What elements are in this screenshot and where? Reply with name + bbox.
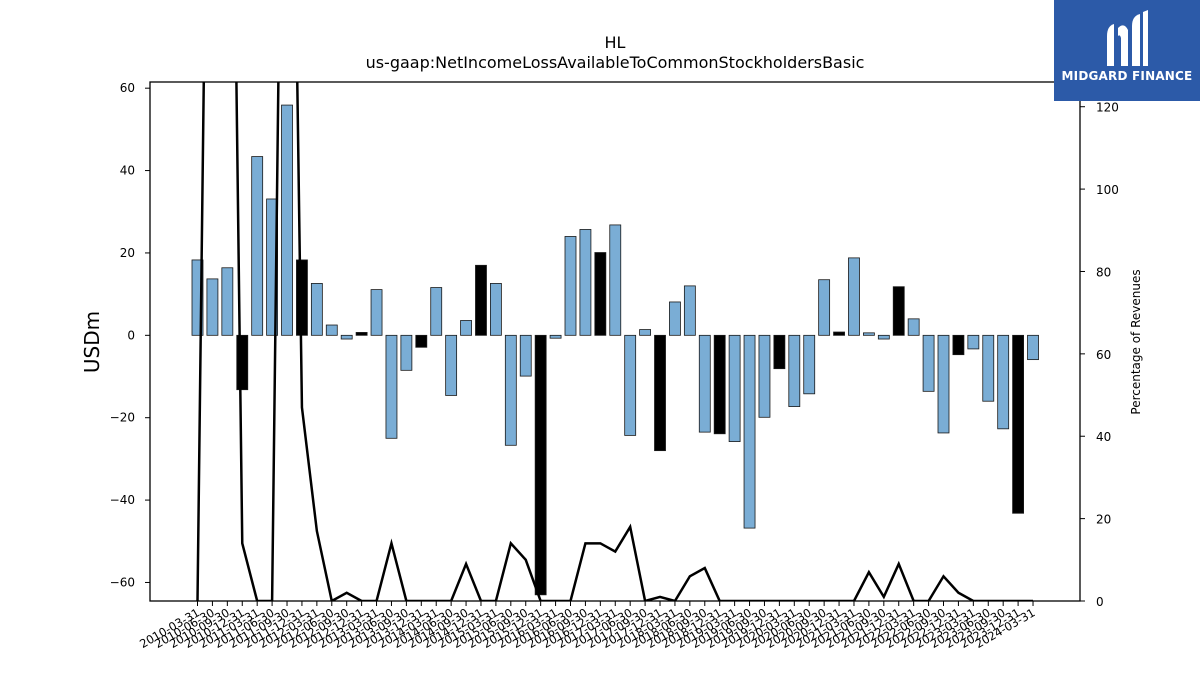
chart-title: HL bbox=[605, 33, 626, 52]
bar bbox=[907, 318, 920, 336]
bar bbox=[788, 334, 801, 407]
y-tick-label: −40 bbox=[110, 493, 135, 507]
bar bbox=[504, 334, 517, 446]
bar bbox=[400, 334, 413, 371]
bar bbox=[236, 334, 249, 391]
y2-tick-label: 20 bbox=[1096, 513, 1111, 527]
bar bbox=[549, 334, 562, 339]
bar bbox=[967, 334, 980, 350]
bar bbox=[952, 334, 965, 356]
y2-axis-label: Percentage of Revenues bbox=[1129, 269, 1143, 414]
bar bbox=[310, 283, 323, 336]
bar-series bbox=[191, 104, 1039, 596]
bar bbox=[997, 334, 1010, 430]
bar bbox=[639, 329, 651, 336]
logo: MIDGARD FINANCE bbox=[1054, 0, 1200, 101]
y2-tick-label: 80 bbox=[1096, 265, 1111, 279]
bar bbox=[430, 287, 443, 336]
left-axis: −60 −40 −20 0 20 40 60 bbox=[110, 81, 150, 589]
logo-mark-icon bbox=[1107, 10, 1148, 66]
bar bbox=[877, 334, 890, 340]
y-tick-label: −60 bbox=[110, 575, 135, 589]
bar bbox=[594, 252, 607, 336]
bar bbox=[698, 334, 711, 433]
bar bbox=[564, 236, 577, 336]
bar bbox=[848, 257, 860, 336]
bar bbox=[683, 285, 696, 336]
bar bbox=[892, 286, 905, 336]
x-axis: 2010-03-312010-06-302010-09-302010-12-31… bbox=[137, 601, 1038, 651]
bar bbox=[922, 334, 935, 392]
bar bbox=[579, 229, 592, 336]
y-tick-label: 0 bbox=[127, 328, 135, 342]
y-tick-label: −20 bbox=[110, 411, 135, 425]
bar bbox=[863, 332, 875, 336]
bar bbox=[385, 334, 398, 439]
y2-tick-label: 40 bbox=[1096, 430, 1111, 444]
bar bbox=[340, 334, 353, 340]
bar bbox=[325, 324, 338, 336]
bar bbox=[758, 334, 771, 418]
y-tick-label: 60 bbox=[120, 81, 135, 95]
bar bbox=[266, 198, 279, 336]
bar bbox=[370, 289, 383, 336]
bar bbox=[624, 334, 637, 436]
bar bbox=[669, 301, 681, 336]
bar bbox=[937, 334, 950, 434]
bar bbox=[489, 283, 502, 336]
bar bbox=[221, 267, 234, 336]
bar bbox=[833, 331, 845, 336]
bar bbox=[191, 259, 204, 336]
bar bbox=[1012, 334, 1024, 514]
bar bbox=[415, 334, 428, 348]
bar bbox=[743, 334, 756, 529]
y2-tick-label: 120 bbox=[1096, 101, 1119, 115]
y2-tick-label: 0 bbox=[1096, 595, 1104, 609]
bar bbox=[773, 334, 786, 370]
bar bbox=[460, 320, 472, 336]
bar bbox=[281, 104, 293, 336]
bar bbox=[519, 334, 532, 377]
bar bbox=[654, 334, 666, 452]
bar bbox=[609, 224, 622, 336]
y-axis-label: USDm bbox=[80, 311, 104, 373]
percentage-line bbox=[196, 82, 1034, 601]
bar bbox=[1027, 334, 1039, 361]
bar bbox=[803, 334, 816, 395]
bar bbox=[355, 332, 368, 336]
bar bbox=[728, 334, 741, 442]
bar bbox=[982, 334, 995, 402]
line-series bbox=[196, 82, 1034, 601]
y-tick-label: 20 bbox=[120, 246, 135, 260]
logo-text: MIDGARD FINANCE bbox=[1061, 69, 1193, 83]
bar bbox=[534, 334, 547, 596]
chart-subtitle: us-gaap:NetIncomeLossAvailableToCommonSt… bbox=[366, 53, 865, 72]
y2-tick-label: 60 bbox=[1096, 348, 1111, 362]
bar bbox=[206, 278, 219, 336]
y2-tick-label: 100 bbox=[1096, 183, 1119, 197]
bar bbox=[251, 156, 264, 336]
bar bbox=[713, 334, 726, 435]
right-axis: 0 20 40 60 80 100 120 bbox=[1080, 101, 1119, 609]
bar bbox=[818, 279, 831, 336]
y-tick-label: 40 bbox=[120, 164, 135, 178]
bar bbox=[475, 264, 487, 336]
bar bbox=[445, 334, 458, 396]
